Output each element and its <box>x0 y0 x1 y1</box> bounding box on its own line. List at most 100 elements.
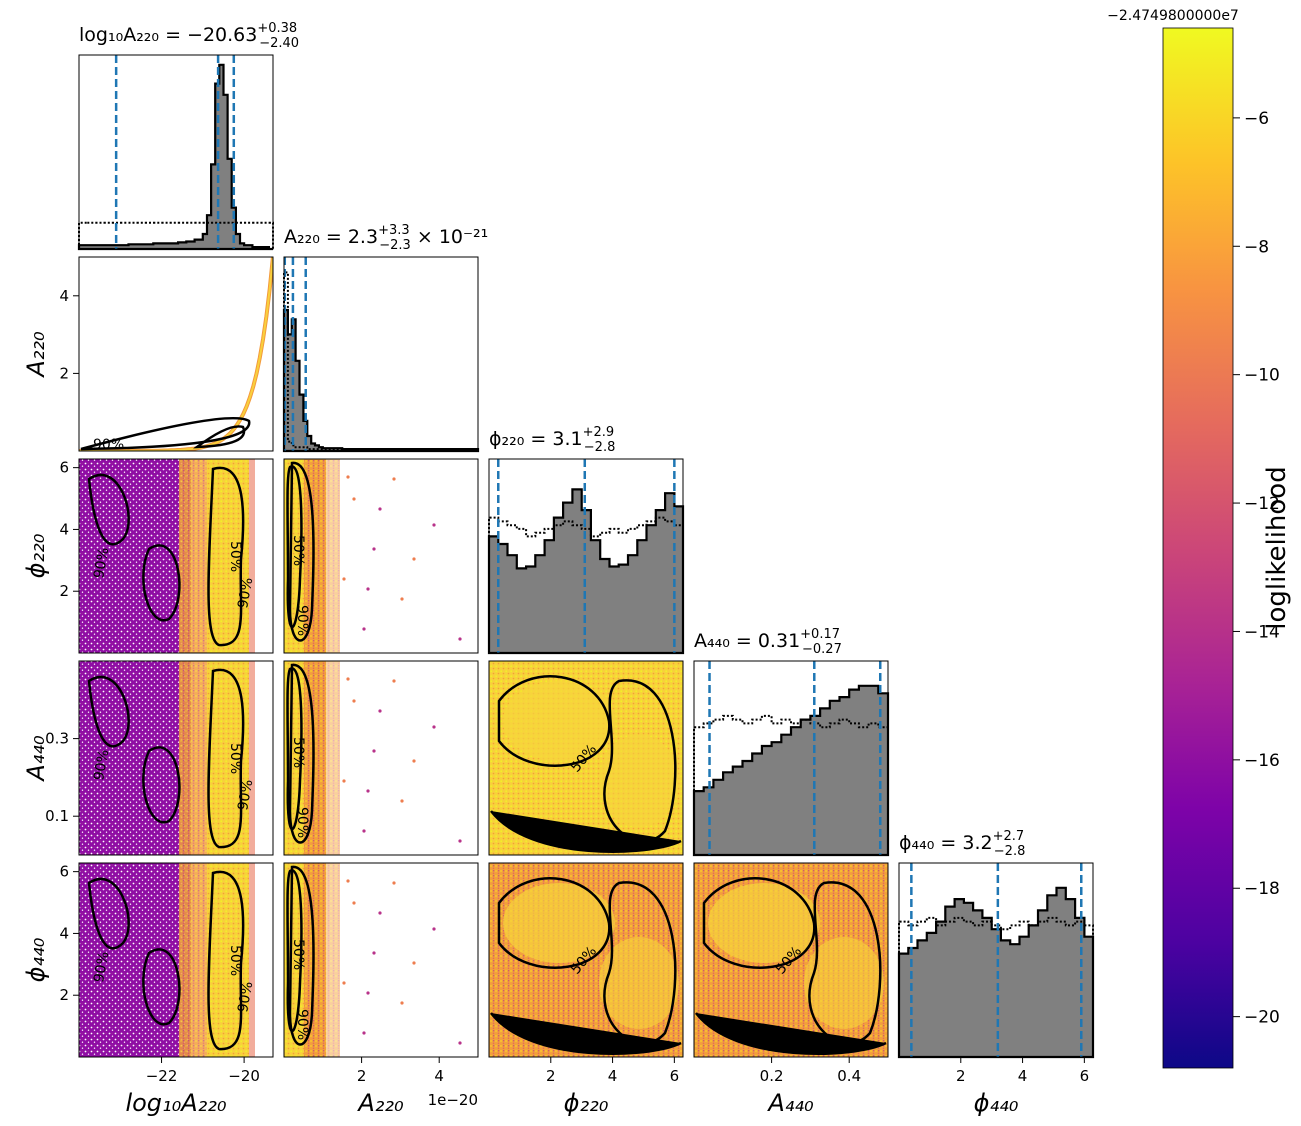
y-axis-label-phi440: ϕ₄₄₀ <box>22 937 50 982</box>
scatter-point <box>432 523 436 527</box>
x-tick-label-A220: 4 <box>434 1067 444 1085</box>
prior-histogram-log10A220 <box>78 221 274 249</box>
scatter-point <box>392 679 396 683</box>
scatter-density-high <box>599 735 679 827</box>
contour-label: 90% <box>235 980 256 1013</box>
y-tick-label-phi440: 2 <box>59 986 69 1004</box>
contour-label: 90% <box>603 1041 634 1057</box>
colorbar-gradient <box>1162 27 1234 1069</box>
x-axis-label-log10A220: log₁₀A₂₂₀ <box>125 1089 226 1117</box>
contour-90 <box>142 746 181 824</box>
y-axis-label-A440: A₄₄₀ <box>22 735 50 783</box>
posterior-histogram-log10A220 <box>77 63 273 251</box>
x-axis-offset-A220: 1e−20 <box>428 1091 478 1109</box>
scatter-point <box>342 779 346 783</box>
scatter-point <box>392 881 396 885</box>
contour-90 <box>142 948 181 1026</box>
colorbar-label: loglikelihood <box>1262 466 1292 629</box>
scatter-panel-A440-phi440: 50%90% <box>693 862 889 1058</box>
scatter-region-edge <box>324 863 340 1057</box>
scatter-point <box>372 547 376 551</box>
hist-title-A440: A₄₄₀ = 0.31+0.17 −0.27 <box>694 627 842 657</box>
hist-frame-phi220 <box>488 458 684 654</box>
scatter-point <box>366 991 370 995</box>
y-tick-label-A220: 2 <box>59 364 69 382</box>
hist-panel-phi220: ϕ₂₂₀ = 3.1+2.9 −2.8 <box>487 425 685 655</box>
contour-label: 90% <box>294 1009 310 1040</box>
x-axis-label-phi220: ϕ₂₂₀ <box>564 1089 609 1117</box>
contour-label: 90% <box>91 748 112 781</box>
hist-frame-A440 <box>693 660 889 856</box>
x-tick-label-phi440: 2 <box>956 1067 966 1085</box>
colorbar-tick-label: −12 <box>1244 494 1280 514</box>
x-tick-label-A440: 0.4 <box>837 1067 861 1085</box>
scatter-point <box>432 927 436 931</box>
y-tick-label-A440: 0.1 <box>45 807 69 825</box>
x-axis-label-A220: A₂₂₀ <box>356 1089 404 1117</box>
contour-50 <box>497 675 611 767</box>
prior-histogram-A440 <box>693 714 889 855</box>
contour-label: 90% <box>91 546 112 579</box>
scatter-point <box>400 1001 404 1005</box>
hist-panel-A440: A₄₄₀ = 0.31+0.17 −0.27 <box>692 627 890 857</box>
contour-label: 90% <box>91 950 112 983</box>
contour-90 <box>80 416 251 451</box>
contour-label: 90% <box>235 576 256 609</box>
hist-title-phi220: ϕ₂₂₀ = 3.1+2.9 −2.8 <box>489 425 615 455</box>
scatter-point <box>412 759 416 763</box>
contour-50 <box>207 870 245 1051</box>
scatter-panel-phi220-phi440: 50%90% <box>488 862 684 1058</box>
x-tick-label-phi220: 4 <box>608 1067 618 1085</box>
scatter-point <box>412 557 416 561</box>
contour-label: 90% <box>294 807 310 838</box>
hist-frame-log10A220 <box>78 54 274 250</box>
x-tick-label-A220: 2 <box>357 1067 367 1085</box>
hist-panel-log10A220: log₁₀A₂₂₀ = −20.63+0.38 −2.40 <box>77 21 299 251</box>
scatter-point <box>458 1041 462 1045</box>
y-tick-label-A440: 0.3 <box>45 730 69 748</box>
scatter-region-edge <box>324 661 340 855</box>
scatter-curve <box>79 257 273 451</box>
scatter-point <box>362 1031 366 1035</box>
colorbar-tick-label: −14 <box>1244 622 1280 642</box>
scatter-panel-A220-phi220: 50% 90% <box>283 458 479 654</box>
panel-frame <box>78 458 274 654</box>
scatter-region-edge <box>324 459 340 653</box>
hist-frame-A220 <box>283 256 479 452</box>
contour-label: 90% <box>93 437 124 453</box>
colorbar-tick-label: −20 <box>1244 1008 1280 1028</box>
scatter-density-high <box>503 681 615 761</box>
x-tick-label-phi220: 2 <box>546 1067 556 1085</box>
scatter-point <box>378 709 382 713</box>
scatter-region-edge <box>249 459 255 653</box>
scatter-panel-log10A220-A220: 90% <box>78 256 274 453</box>
x-tick-label-phi440: 6 <box>1080 1067 1090 1085</box>
colorbar-tick-label: −10 <box>1244 366 1280 386</box>
scatter-region-mid <box>304 863 326 1057</box>
scatter-point <box>458 839 462 843</box>
colorbar-tick-label: −18 <box>1244 879 1280 899</box>
panel-frame <box>78 660 274 856</box>
panel-frame <box>283 458 479 654</box>
scatter-point <box>366 789 370 793</box>
colorbar-tick-label: −8 <box>1244 237 1269 257</box>
x-tick-label-phi220: 6 <box>670 1067 680 1085</box>
panel-frame <box>283 660 479 856</box>
contour-90 <box>87 877 130 950</box>
y-tick-label-phi440: 4 <box>59 924 69 942</box>
scatter-point <box>346 677 350 681</box>
hist-title-phi440: ϕ₄₄₀ = 3.2+2.7 −2.8 <box>899 829 1025 859</box>
scatter-point <box>400 799 404 803</box>
scatter-density-high <box>804 937 884 1029</box>
contour-label: 50% <box>227 541 243 572</box>
y-axis-label-A220: A₂₂₀ <box>22 331 50 379</box>
scatter-point <box>412 961 416 965</box>
contour-90 <box>490 1012 682 1056</box>
scatter-density-high <box>599 937 679 1029</box>
contour-50 <box>702 877 816 969</box>
scatter-point <box>378 507 382 511</box>
scatter-point <box>378 911 382 915</box>
panel-frame <box>283 862 479 1058</box>
scatter-region-edge <box>249 661 255 855</box>
